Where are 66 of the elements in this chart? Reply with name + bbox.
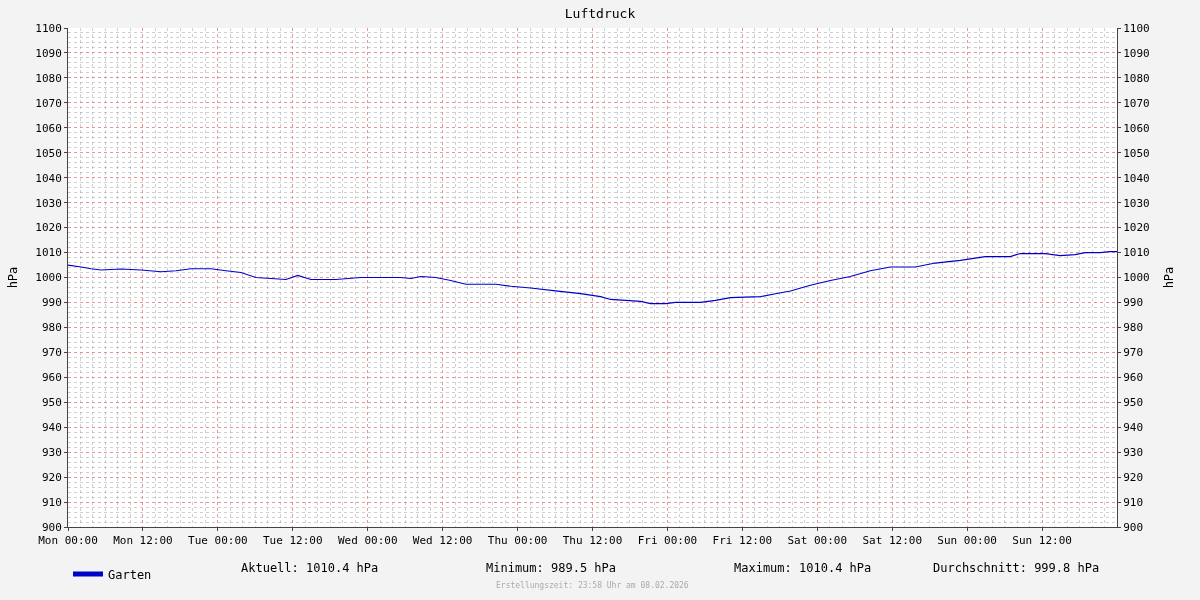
y-tick-label: 920 — [41, 470, 62, 484]
y2-tick-label: 1100 — [1123, 21, 1150, 35]
y-tick-label: 1070 — [35, 96, 62, 110]
y-tick-label: 1050 — [35, 146, 62, 160]
y2-tick-label: 1060 — [1123, 121, 1150, 135]
x-tick-label: Thu 12:00 — [562, 534, 623, 548]
y2-tick-label: 940 — [1123, 421, 1144, 435]
y-tick-label: 970 — [41, 346, 62, 360]
y2-tick-label: 1000 — [1123, 271, 1150, 285]
y2-tick-label: 920 — [1123, 470, 1144, 484]
y-tick-label: 910 — [41, 495, 62, 509]
x-tick-label: Mon 00:00 — [38, 534, 98, 548]
x-tick-label: Wed 00:00 — [337, 534, 398, 548]
x-tick-label: Sun 00:00 — [937, 534, 997, 548]
y-tick-label: 1040 — [35, 171, 62, 185]
text: Aktuell: 1010.4 hPa — [241, 561, 379, 575]
x-tick-label: Mon 12:00 — [113, 534, 173, 548]
y2-tick-label: 1050 — [1123, 146, 1150, 160]
y2-tick-label: 1010 — [1123, 246, 1150, 260]
y2-tick-label: 960 — [1123, 371, 1144, 385]
y2-tick-label: 930 — [1123, 446, 1144, 459]
text: Minimum: 989.5 hPa — [486, 561, 617, 575]
y-tick-label: 1000 — [35, 271, 62, 285]
y-tick-label: 990 — [41, 296, 62, 310]
y2-tick-label: 910 — [1123, 495, 1144, 509]
x-tick-label: Fri 12:00 — [712, 534, 773, 548]
legend-label: Garten — [108, 567, 152, 582]
y2-tick-label: 950 — [1123, 396, 1144, 410]
y2-tick-label: 1090 — [1123, 46, 1150, 60]
y-tick-label: 1010 — [35, 246, 62, 260]
y-tick-label: 1090 — [35, 46, 62, 60]
x-tick-label: Sun 12:00 — [1012, 534, 1072, 548]
y-tick-label: 1100 — [35, 21, 62, 35]
y2-tick-label: 1070 — [1123, 96, 1150, 110]
x-tick-label: Sat 00:00 — [787, 534, 848, 548]
y-tick-label: 1060 — [35, 121, 62, 135]
y2-tick-label: 970 — [1123, 346, 1144, 360]
y2-tick-label: 1040 — [1123, 171, 1150, 185]
x-tick-label: Thu 00:00 — [487, 534, 548, 548]
x-tick-label: Wed 12:00 — [412, 534, 473, 548]
y2-tick-label: 990 — [1123, 296, 1144, 310]
y-tick-label: 940 — [41, 421, 62, 435]
y2-tick-label: 1030 — [1123, 196, 1150, 210]
chart-title: Luftdruck — [564, 6, 636, 22]
y2-tick-label: 980 — [1123, 321, 1144, 335]
y2-tick-label: 900 — [1123, 520, 1144, 534]
y-tick-label: 950 — [41, 396, 62, 410]
y2-tick-label: 1020 — [1123, 221, 1150, 235]
text: Durchschnitt: 999.8 hPa — [933, 561, 1100, 575]
text: Maximum: 1010.4 hPa — [734, 561, 872, 575]
x-tick-label: Tue 12:00 — [262, 534, 323, 548]
x-tick-label: Fri 00:00 — [637, 534, 698, 548]
y-tick-label: 1020 — [35, 221, 62, 235]
y-tick-label: 930 — [41, 446, 62, 459]
y-tick-label: 980 — [41, 321, 62, 335]
y-axis-title: hPa — [5, 266, 20, 289]
y-tick-label: 960 — [41, 371, 62, 385]
y-tick-label: 1080 — [35, 71, 62, 85]
y2-axis-title: hPa — [1161, 266, 1176, 289]
y-tick-label: 900 — [41, 520, 62, 534]
y-tick-label: 1030 — [35, 196, 62, 210]
x-tick-label: Tue 00:00 — [188, 534, 248, 548]
y2-tick-label: 1080 — [1123, 71, 1150, 85]
line-series — [68, 250, 1117, 305]
x-tick-label: Sat 12:00 — [862, 534, 923, 548]
text: Erstellungszeit: 23:58 Uhr am 08.02.2026 — [496, 581, 689, 590]
